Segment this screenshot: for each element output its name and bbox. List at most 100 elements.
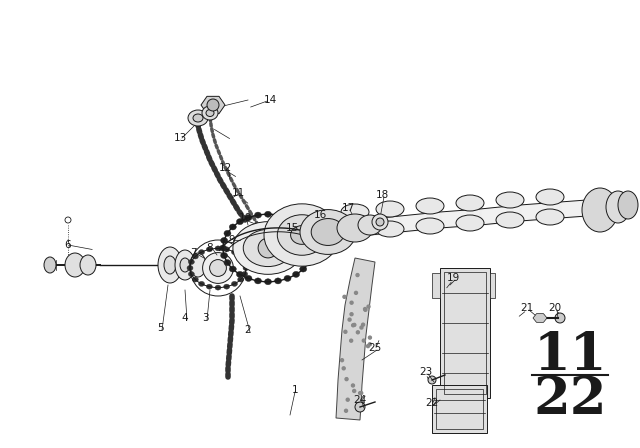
Circle shape xyxy=(361,353,364,355)
Ellipse shape xyxy=(229,224,236,230)
Circle shape xyxy=(348,392,351,396)
Bar xyxy=(444,272,486,394)
Circle shape xyxy=(347,370,350,373)
Ellipse shape xyxy=(180,258,190,272)
Ellipse shape xyxy=(305,260,312,266)
Circle shape xyxy=(344,305,347,308)
Circle shape xyxy=(356,324,358,327)
Text: 6: 6 xyxy=(65,240,71,250)
Ellipse shape xyxy=(232,250,237,254)
Ellipse shape xyxy=(175,250,195,280)
Circle shape xyxy=(362,381,365,384)
Circle shape xyxy=(356,338,360,341)
Circle shape xyxy=(366,395,369,398)
Text: 22: 22 xyxy=(426,398,438,408)
Text: 2: 2 xyxy=(244,325,252,335)
Ellipse shape xyxy=(264,204,340,266)
Circle shape xyxy=(344,338,348,341)
Ellipse shape xyxy=(80,255,96,275)
Ellipse shape xyxy=(311,219,345,246)
Text: 20: 20 xyxy=(548,303,561,313)
Circle shape xyxy=(362,353,365,356)
Ellipse shape xyxy=(206,247,212,252)
Ellipse shape xyxy=(264,211,271,217)
Circle shape xyxy=(350,372,353,375)
Ellipse shape xyxy=(243,229,292,267)
Text: 12: 12 xyxy=(218,163,232,173)
Text: 7: 7 xyxy=(189,248,196,258)
Ellipse shape xyxy=(300,210,356,254)
Ellipse shape xyxy=(284,276,291,281)
Ellipse shape xyxy=(496,212,524,228)
Circle shape xyxy=(364,332,367,336)
Ellipse shape xyxy=(202,106,218,120)
Text: 10: 10 xyxy=(239,213,252,223)
Circle shape xyxy=(367,354,370,357)
Text: 8: 8 xyxy=(207,243,213,253)
Text: 5: 5 xyxy=(157,323,163,333)
Text: 25: 25 xyxy=(369,343,381,353)
Ellipse shape xyxy=(188,259,195,264)
Text: 23: 23 xyxy=(419,367,433,377)
Circle shape xyxy=(355,402,365,412)
Ellipse shape xyxy=(536,189,564,205)
Ellipse shape xyxy=(223,247,230,252)
Circle shape xyxy=(351,375,355,377)
Circle shape xyxy=(358,376,362,379)
Text: 19: 19 xyxy=(446,273,460,283)
Text: 15: 15 xyxy=(285,223,299,233)
Ellipse shape xyxy=(341,224,369,240)
Text: 1: 1 xyxy=(292,385,298,395)
Ellipse shape xyxy=(243,266,249,271)
Ellipse shape xyxy=(164,256,176,274)
Bar xyxy=(432,385,487,433)
Text: 18: 18 xyxy=(376,190,388,200)
Ellipse shape xyxy=(221,253,228,258)
Circle shape xyxy=(355,378,358,380)
Ellipse shape xyxy=(284,215,291,220)
Ellipse shape xyxy=(618,191,638,219)
Ellipse shape xyxy=(236,219,243,224)
Bar xyxy=(436,389,483,429)
Ellipse shape xyxy=(277,215,326,255)
Circle shape xyxy=(360,276,363,279)
Ellipse shape xyxy=(456,195,484,211)
Circle shape xyxy=(376,218,384,226)
Ellipse shape xyxy=(233,222,303,274)
Ellipse shape xyxy=(158,247,182,283)
Text: 9: 9 xyxy=(228,235,236,245)
Ellipse shape xyxy=(536,209,564,225)
Text: 22: 22 xyxy=(533,375,607,426)
Ellipse shape xyxy=(275,212,282,218)
Circle shape xyxy=(344,353,348,356)
Ellipse shape xyxy=(221,237,228,244)
Ellipse shape xyxy=(206,284,212,289)
Ellipse shape xyxy=(236,271,243,277)
Ellipse shape xyxy=(223,284,230,289)
Ellipse shape xyxy=(245,276,252,281)
Ellipse shape xyxy=(308,237,316,244)
Ellipse shape xyxy=(496,192,524,208)
Ellipse shape xyxy=(376,221,404,237)
Circle shape xyxy=(365,392,368,394)
Ellipse shape xyxy=(305,230,312,237)
Text: 21: 21 xyxy=(520,303,534,313)
Ellipse shape xyxy=(188,271,195,276)
Ellipse shape xyxy=(224,230,231,237)
Ellipse shape xyxy=(582,188,618,232)
Ellipse shape xyxy=(358,215,382,235)
Ellipse shape xyxy=(193,277,198,282)
Circle shape xyxy=(349,392,351,395)
Ellipse shape xyxy=(190,253,206,277)
Ellipse shape xyxy=(255,212,262,218)
Ellipse shape xyxy=(308,253,316,258)
Text: 13: 13 xyxy=(173,133,187,143)
Ellipse shape xyxy=(264,279,271,285)
Ellipse shape xyxy=(198,250,205,254)
Ellipse shape xyxy=(456,215,484,231)
Ellipse shape xyxy=(44,257,56,273)
Circle shape xyxy=(364,322,367,324)
Bar xyxy=(490,273,495,298)
Text: 14: 14 xyxy=(264,95,276,105)
Circle shape xyxy=(210,259,227,276)
